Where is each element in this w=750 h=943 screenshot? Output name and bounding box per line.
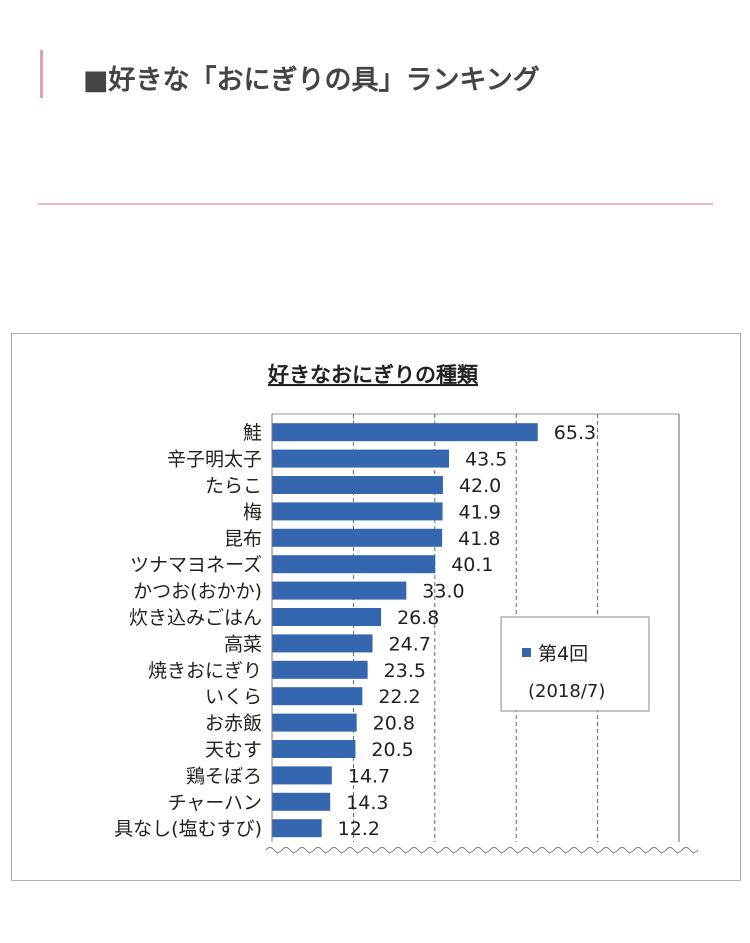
- bar: [272, 476, 443, 494]
- legend-series-name: 第4回: [538, 643, 588, 665]
- category-label: 炊き込みごはん: [129, 607, 262, 629]
- category-label: 具なし(塩むすび): [114, 818, 262, 840]
- value-label: 65.3: [554, 422, 596, 444]
- category-label: 梅: [243, 501, 262, 523]
- value-label: 20.5: [371, 739, 413, 761]
- value-label: 12.2: [338, 818, 380, 840]
- bar: [272, 608, 382, 626]
- value-label: 14.7: [348, 765, 390, 787]
- category-label: 焼きおにぎり: [148, 660, 262, 682]
- value-label: 42.0: [459, 475, 501, 497]
- bar: [272, 423, 538, 442]
- value-label: 24.7: [389, 633, 431, 655]
- category-label: いくら: [205, 686, 262, 708]
- category-label: たらこ: [205, 475, 262, 497]
- value-label: 26.8: [397, 607, 439, 629]
- bar: [272, 555, 436, 574]
- legend-swatch: [522, 648, 531, 657]
- value-label: 43.5: [465, 449, 507, 471]
- value-label: 23.5: [384, 660, 426, 682]
- section-divider: [38, 203, 713, 205]
- category-label: 鮭: [243, 422, 262, 444]
- bar: [272, 713, 357, 732]
- bars: [272, 423, 538, 838]
- category-label: 高菜: [224, 633, 262, 655]
- category-label: 昆布: [224, 528, 262, 550]
- chart-legend: 第4回 (2018/7): [500, 616, 650, 712]
- axis-break-line: [265, 847, 699, 853]
- bar: [272, 634, 373, 653]
- value-label: 41.8: [458, 528, 500, 550]
- bar: [272, 819, 322, 838]
- bar: [272, 687, 363, 706]
- category-label: 辛子明太子: [167, 449, 262, 471]
- bar: [272, 449, 450, 468]
- axis: [265, 414, 699, 853]
- legend-box: [500, 616, 650, 712]
- bar: [272, 792, 331, 811]
- bar: [272, 502, 443, 521]
- value-label: 20.8: [373, 713, 415, 735]
- bar: [272, 528, 443, 547]
- category-label: 天むす: [205, 739, 262, 761]
- value-labels: 65.3 43.5 42.0 41.9 41.8 40.1 33.0 26.8 24.7 23.5…: [338, 422, 596, 840]
- legend-note: (2018/7): [528, 681, 605, 702]
- category-label: かつお(おかか): [133, 581, 262, 603]
- value-label: 14.3: [346, 792, 388, 814]
- bar: [272, 581, 407, 600]
- value-label: 33.0: [422, 581, 464, 603]
- value-label: 22.2: [378, 686, 420, 708]
- category-label: お赤飯: [205, 713, 262, 735]
- bar: [272, 766, 332, 785]
- category-label: 鶏そぼろ: [186, 765, 262, 787]
- category-label: チャーハン: [168, 792, 262, 814]
- section-heading-text: ■好きな「おにぎりの具」ランキング: [83, 65, 540, 96]
- value-label: 40.1: [451, 554, 493, 576]
- category-label: ツナマヨネーズ: [130, 554, 262, 576]
- section-heading: ■好きな「おにぎりの具」ランキング: [40, 50, 643, 98]
- bar: [272, 740, 356, 758]
- bar: [272, 660, 368, 679]
- value-label: 41.9: [459, 501, 501, 523]
- chart-frame: 好きなおにぎりの種類 鮭辛子明太子たらこ梅昆布ツナマヨネーズ かつお(おかか) 炊き…: [11, 333, 741, 881]
- chart-title: 好きなおにぎりの種類: [267, 363, 479, 387]
